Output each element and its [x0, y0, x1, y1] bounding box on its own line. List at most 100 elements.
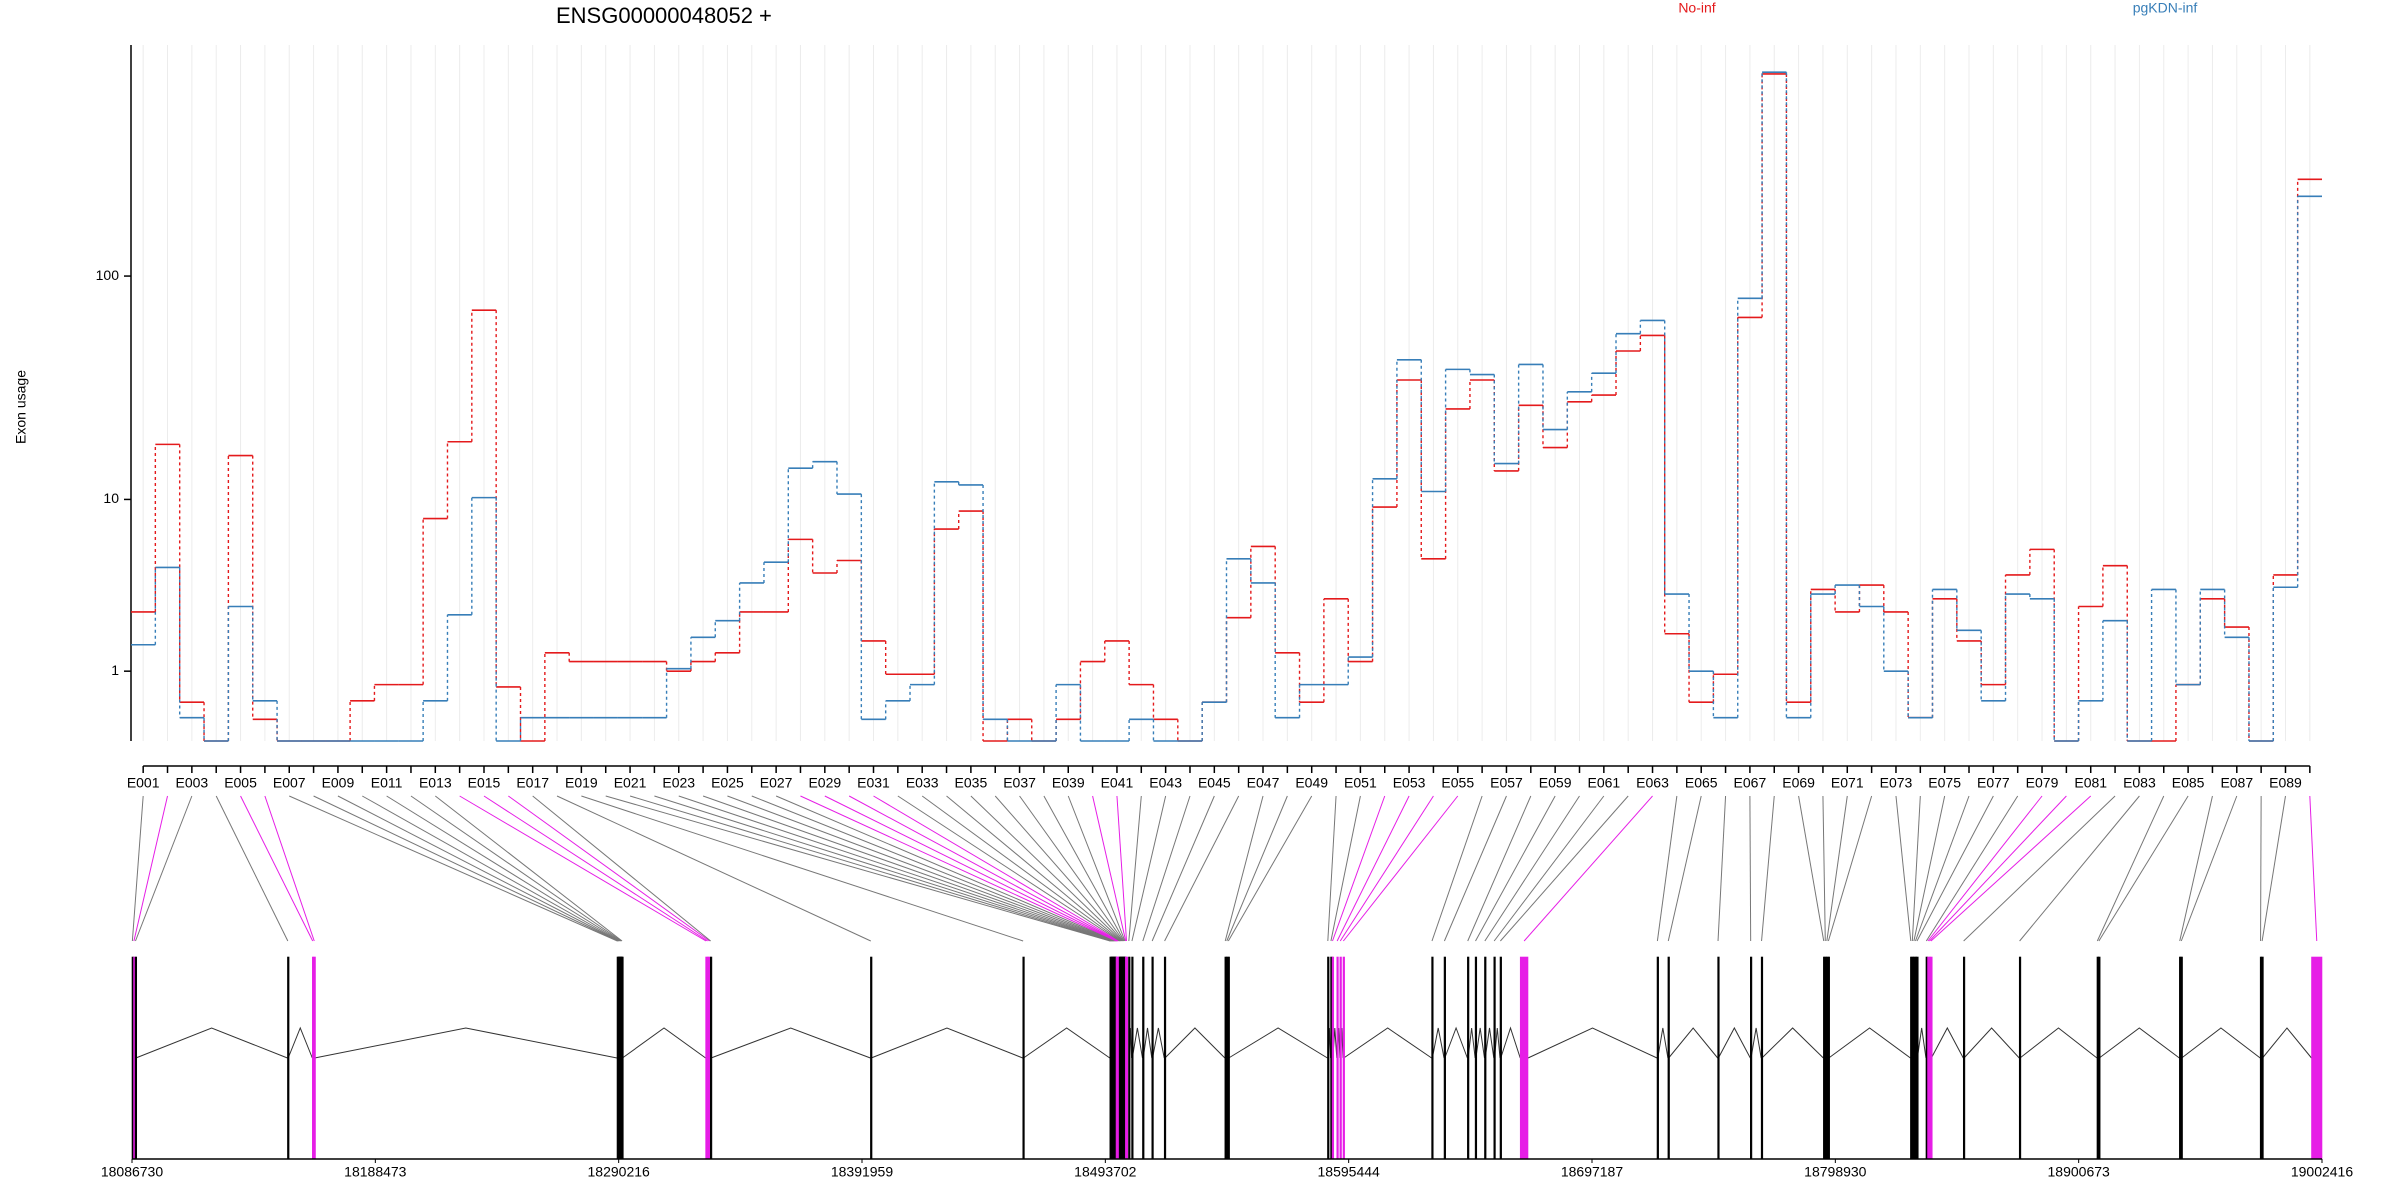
intron — [1023, 1027, 1111, 1059]
exon-connector — [775, 795, 1116, 942]
x-tick-label: E057 — [1490, 775, 1523, 791]
exon — [1336, 956, 1339, 1160]
x-tick-label: E085 — [2172, 775, 2205, 791]
intron — [2098, 1027, 2180, 1059]
x-tick-label: E055 — [1441, 775, 1474, 791]
x-tick-label: E087 — [2220, 775, 2253, 791]
x-tick-label: E075 — [1928, 775, 1961, 791]
x-tick-label: E081 — [2074, 775, 2107, 791]
intron — [2019, 1027, 2098, 1059]
exon-connector — [362, 795, 620, 942]
exon-connector — [289, 795, 618, 942]
exon-connector — [1067, 795, 1126, 942]
x-tick-label: E045 — [1198, 775, 1231, 791]
intron — [135, 1027, 288, 1059]
x-tick-label: E071 — [1831, 775, 1864, 791]
intron — [1142, 1027, 1153, 1059]
exon — [1331, 956, 1335, 1160]
intron — [710, 1027, 871, 1059]
x-tick-label: E047 — [1247, 775, 1280, 791]
legend-entry: No-inf — [1678, 0, 1715, 16]
exon-connector — [654, 795, 1112, 942]
exon-connector — [483, 795, 708, 942]
intron — [1343, 1027, 1432, 1059]
x-tick-label: E015 — [468, 775, 501, 791]
exon-connector — [1822, 795, 1826, 942]
exon — [1431, 956, 1434, 1160]
x-tick-label: E017 — [516, 775, 549, 791]
intron — [1152, 1027, 1165, 1059]
x-tick-label: E025 — [711, 775, 744, 791]
exon-connector — [1224, 795, 1264, 942]
exon — [1128, 956, 1131, 1160]
exon — [1667, 956, 1670, 1160]
exon-connector — [727, 795, 1115, 942]
exon-connector — [1226, 795, 1288, 942]
exon-connector — [2309, 795, 2318, 942]
exon-connector — [1493, 795, 1605, 942]
intron — [1164, 1027, 1226, 1059]
exon — [1750, 956, 1753, 1160]
exon-connector — [386, 795, 621, 942]
exon-connector — [2180, 795, 2238, 942]
intron — [1527, 1027, 1658, 1059]
exon — [134, 956, 138, 1160]
exon-connector — [1151, 795, 1215, 942]
intron — [1668, 1027, 1719, 1059]
x-tick-label: E049 — [1295, 775, 1328, 791]
exon-connector — [2179, 795, 2213, 942]
x-tick-label: E027 — [760, 775, 793, 791]
exon — [1499, 956, 1502, 1160]
exon — [1760, 956, 1764, 1160]
exon-connector — [1913, 795, 1946, 942]
x-tick-label: E051 — [1344, 775, 1377, 791]
exon-connector — [264, 795, 315, 942]
exon-connector — [556, 795, 871, 942]
x-tick-label: E011 — [371, 775, 403, 791]
exon — [2311, 956, 2323, 1160]
exon-connector — [1116, 795, 1128, 942]
x-tick-label: 19002416 — [2291, 1164, 2354, 1180]
exon-connector — [1043, 795, 1125, 942]
exon-connector — [459, 795, 707, 942]
x-tick-label: E001 — [127, 775, 160, 791]
exon-connector — [1336, 795, 1410, 942]
exon — [1827, 956, 1830, 1160]
y-tick-label: 1 — [111, 662, 119, 678]
x-tick-label: 18391959 — [831, 1164, 894, 1180]
exon — [287, 956, 290, 1160]
exon-connector — [1484, 795, 1580, 942]
exon-connector — [532, 795, 711, 942]
x-tick-label: 18188473 — [344, 1164, 407, 1180]
x-tick-label: 18086730 — [101, 1164, 164, 1180]
x-tick-label: E077 — [1977, 775, 2010, 791]
intron — [1930, 1026, 1964, 1059]
x-tick-label: E083 — [2123, 775, 2156, 791]
x-tick-label: E019 — [565, 775, 598, 791]
exon-connector — [1749, 795, 1752, 942]
exon-connector — [1916, 795, 1994, 942]
exon-connector — [994, 795, 1123, 942]
exon — [1656, 956, 1659, 1160]
exon-connector — [2096, 795, 2165, 942]
exon-connector — [1142, 795, 1191, 942]
exon — [1474, 956, 1478, 1160]
x-tick-label: E039 — [1052, 775, 1085, 791]
exon-connector — [921, 795, 1121, 942]
x-tick-label: E007 — [273, 775, 306, 791]
intron — [1828, 1027, 1911, 1059]
exon — [1131, 956, 1134, 1160]
exon-connector — [215, 795, 289, 942]
intron — [1963, 1027, 2020, 1059]
exon-connector — [135, 795, 193, 942]
exon-connector — [629, 795, 1112, 942]
exon — [1717, 956, 1720, 1160]
x-tick-label: 18900673 — [2048, 1164, 2111, 1180]
x-tick-label: E021 — [614, 775, 647, 791]
exon — [1339, 956, 1342, 1160]
exon-connector — [1927, 795, 2043, 942]
exon-connector — [1717, 795, 1727, 942]
x-tick-label: E023 — [662, 775, 695, 791]
x-tick-label: E065 — [1685, 775, 1718, 791]
